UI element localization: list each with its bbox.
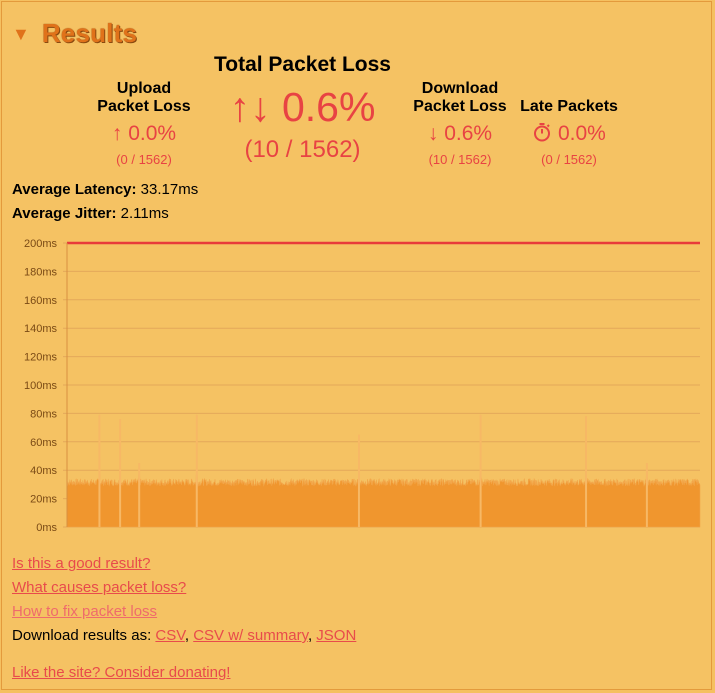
upload-value: ↑ 0.0% [111,122,177,145]
upload-arrow-icon: ↑ [111,122,123,145]
up-down-arrows-icon: ↑↓ [229,84,271,130]
packet-loss-causes-link[interactable]: What causes packet loss? [12,579,187,596]
csv-download-link[interactable]: CSV [155,627,185,644]
y-tick-label: 120ms [24,352,58,364]
average-jitter: Average Jitter: 2.11ms [12,205,169,222]
late-packets-fraction: (0 / 1562) [541,152,597,167]
collapse-triangle-icon[interactable]: ▼ [12,23,30,44]
y-tick-label: 0ms [36,522,57,534]
upload-stat: Upload Packet Loss ↑ 0.0% (0 / 1562) [88,80,200,167]
download-fraction: (10 / 1562) [428,152,492,167]
late-packets-value: 0.0% [512,122,626,146]
download-results-row: Download results as: CSV, CSV w/ summary… [12,627,357,644]
download-arrow-icon: ↓ [427,122,439,145]
latency-chart: 200ms 180ms 160ms 140ms 120ms 100ms 80ms 60ms 40… [24,238,701,534]
csv-summary-download-link[interactable]: CSV w/ summary [193,627,308,644]
y-tick-label: 80ms [30,408,57,420]
donate-link[interactable]: Like the site? Consider donating! [12,664,231,681]
results-header[interactable]: ▼ Results [12,18,137,49]
download-value: ↓ 0.6% [427,122,493,145]
y-tick-label: 20ms [30,494,57,506]
total-packet-loss-title: Total Packet Loss [213,53,391,76]
y-tick-label: 40ms [30,465,57,477]
fix-packet-loss-link[interactable]: How to fix packet loss [12,603,158,620]
y-tick-label: 160ms [24,295,58,307]
download-results-label: Download results as: [12,627,156,644]
good-result-link[interactable]: Is this a good result? [12,555,151,572]
y-tick-label: 200ms [24,238,58,250]
stopwatch-icon [534,123,551,142]
download-stat: Download Packet Loss ↓ 0.6% (10 / 1562) [404,80,516,167]
late-packets-stat: Late Packets 0.0% (0 / 1562) [512,98,626,167]
y-tick-label: 100ms [24,380,58,392]
late-packets-label: Late Packets [520,98,618,115]
y-tick-label: 140ms [24,323,58,335]
latency-area-series [66,414,701,528]
download-label: Download Packet Loss [413,80,507,115]
y-tick-label: 180ms [24,266,58,278]
results-links: Is this a good result? What causes packe… [12,554,356,650]
upload-label: Upload Packet Loss [97,80,191,115]
json-download-link[interactable]: JSON [316,627,357,644]
total-packet-loss-fraction: (10 / 1562) [244,136,361,163]
results-title: Results [41,18,138,48]
total-packet-loss-value: ↑↓ 0.6% [229,84,376,130]
y-tick-label: 60ms [30,437,57,449]
average-latency: Average Latency: 33.17ms [12,181,199,198]
upload-fraction: (0 / 1562) [116,152,172,167]
